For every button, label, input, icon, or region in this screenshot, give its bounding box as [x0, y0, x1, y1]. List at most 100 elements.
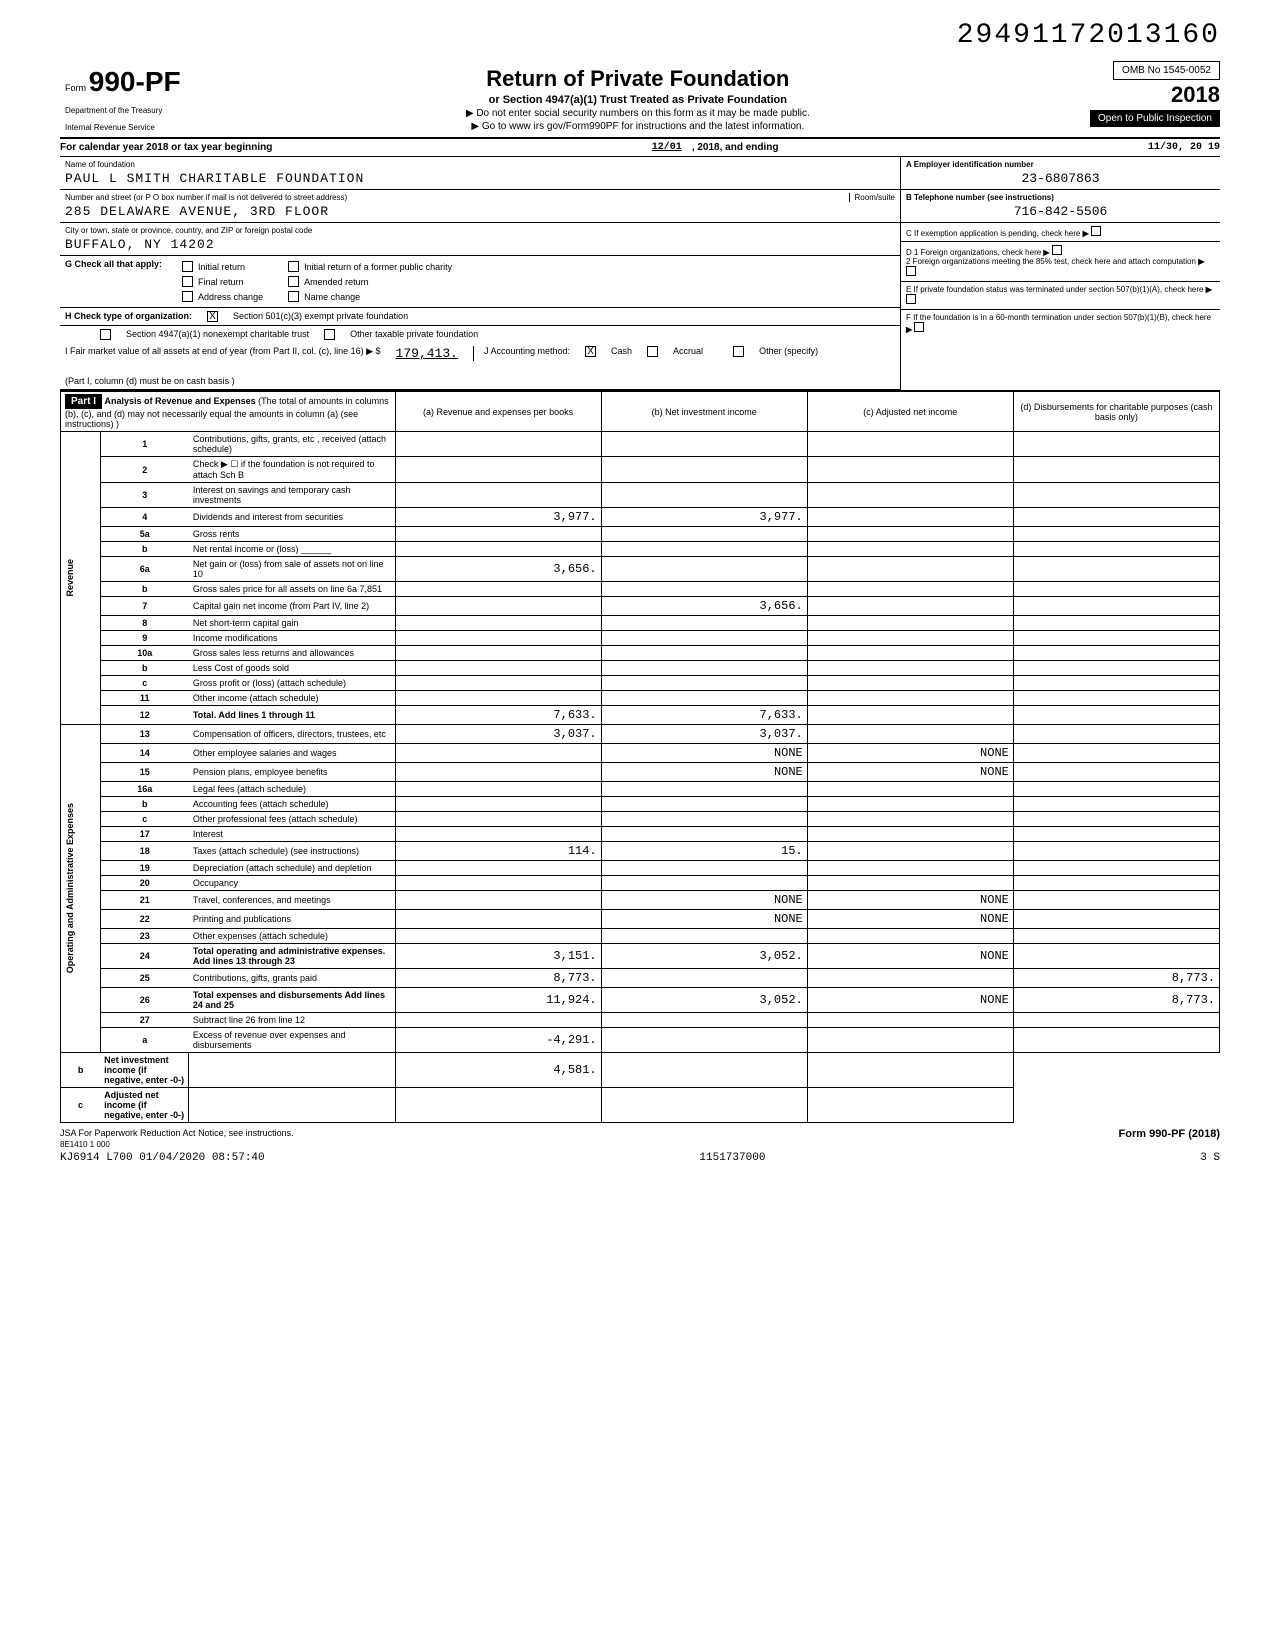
col-c-value — [807, 929, 1013, 944]
table-row: 12Total. Add lines 1 through 117,633.7,6… — [61, 706, 1220, 725]
col-a-value — [395, 616, 601, 631]
col-a-value: 3,977. — [395, 508, 601, 527]
col-b-value: 7,633. — [601, 706, 807, 725]
col-c-value — [807, 1013, 1013, 1028]
line-number: 18 — [100, 842, 189, 861]
col-b-value — [601, 646, 807, 661]
chk-amended[interactable] — [288, 276, 299, 287]
table-row: bLess Cost of goods sold — [61, 661, 1220, 676]
col-a-value — [395, 827, 601, 842]
fmv-value: 179,413. — [396, 346, 458, 361]
part1-title: Analysis of Revenue and Expenses — [105, 396, 256, 406]
city-label: City or town, state or province, country… — [65, 226, 895, 235]
room-suite-label: Room/suite — [849, 193, 895, 202]
main-title: Return of Private Foundation — [201, 66, 1075, 92]
chk-initial[interactable] — [182, 261, 193, 272]
col-b-value: 3,052. — [601, 988, 807, 1013]
col-c-value — [807, 676, 1013, 691]
line-number: 27 — [100, 1013, 189, 1028]
chk-final[interactable] — [182, 276, 193, 287]
h-checkboxes: H Check type of organization: Section 50… — [60, 308, 900, 326]
table-row: 25Contributions, gifts, grants paid8,773… — [61, 969, 1220, 988]
chk-other-tax[interactable] — [324, 329, 335, 340]
col-d-value — [1013, 876, 1219, 891]
col-b-value: NONE — [601, 744, 807, 763]
col-c-value — [807, 861, 1013, 876]
col-a-value — [395, 891, 601, 910]
col-a-value — [395, 929, 601, 944]
col-b-value — [601, 1028, 807, 1053]
line-number: b — [100, 582, 189, 597]
col-b-value: NONE — [601, 910, 807, 929]
line-description: Dividends and interest from securities — [189, 508, 395, 527]
chk-d2[interactable] — [906, 266, 916, 276]
col-a-value — [395, 876, 601, 891]
col-a-value — [395, 483, 601, 508]
line-number: 4 — [100, 508, 189, 527]
col-d-value — [1013, 706, 1219, 725]
line-description: Check ▶ ☐ if the foundation is not requi… — [189, 457, 395, 483]
col-c-value: NONE — [807, 910, 1013, 929]
table-row: 17Interest — [61, 827, 1220, 842]
col-a-value — [395, 797, 601, 812]
opt-4947: Section 4947(a)(1) nonexempt charitable … — [126, 329, 309, 340]
col-b-value: NONE — [601, 763, 807, 782]
chk-e[interactable] — [906, 294, 916, 304]
chk-501c3[interactable] — [207, 311, 218, 322]
dept-irs: Internal Revenue Service — [65, 123, 181, 132]
col-d-value — [1013, 782, 1219, 797]
right-header: OMB No 1545-0052 2018 Open to Public Ins… — [1090, 61, 1220, 127]
col-a-value — [395, 646, 601, 661]
chk-4947[interactable] — [100, 329, 111, 340]
col-b-value — [601, 827, 807, 842]
table-row: cAdjusted net income (if negative, enter… — [61, 1088, 1220, 1123]
col-d-value — [1013, 827, 1219, 842]
table-row: bNet investment income (if negative, ent… — [61, 1053, 1220, 1088]
chk-former[interactable] — [288, 261, 299, 272]
line-number: 5a — [100, 527, 189, 542]
table-row: bAccounting fees (attach schedule) — [61, 797, 1220, 812]
document-number: 29491172013160 — [60, 20, 1220, 51]
line-number: 16a — [100, 782, 189, 797]
col-c-value — [807, 582, 1013, 597]
opt-cash: Cash — [611, 346, 632, 361]
line-number: 3 — [100, 483, 189, 508]
line-description: Other expenses (attach schedule) — [189, 929, 395, 944]
opt-initial: Initial return — [198, 262, 245, 272]
line-number: 11 — [100, 691, 189, 706]
chk-cash[interactable] — [585, 346, 596, 357]
chk-accrual[interactable] — [647, 346, 658, 357]
form-word: Form — [65, 83, 86, 93]
table-row: 7Capital gain net income (from Part IV, … — [61, 597, 1220, 616]
f-row: F If the foundation is in a 60-month ter… — [901, 310, 1220, 337]
line-description: Interest on savings and temporary cash i… — [189, 483, 395, 508]
line-description: Other employee salaries and wages — [189, 744, 395, 763]
chk-other-method[interactable] — [733, 346, 744, 357]
d2-label: 2 Foreign organizations meeting the 85% … — [906, 257, 1196, 266]
col-d-value — [1013, 527, 1219, 542]
col-a-value — [189, 1053, 395, 1088]
col-a-value — [395, 542, 601, 557]
col-d-value — [1013, 432, 1219, 457]
chk-f[interactable] — [914, 322, 924, 332]
chk-c[interactable] — [1091, 226, 1101, 236]
omb-number: OMB No 1545-0052 — [1113, 61, 1220, 80]
col-a-value — [395, 1013, 601, 1028]
e-row: E If private foundation status was termi… — [901, 282, 1220, 310]
instruction-1: ▶ Do not enter social security numbers o… — [201, 108, 1075, 119]
col-d-value: 8,773. — [1013, 969, 1219, 988]
tax-year: 2018 — [1171, 82, 1220, 108]
col-d-header: (d) Disbursements for charitable purpose… — [1013, 392, 1219, 432]
chk-namechange[interactable] — [288, 291, 299, 302]
line-number: 19 — [100, 861, 189, 876]
chk-d1[interactable] — [1052, 245, 1062, 255]
line-description: Gross sales less returns and allowances — [189, 646, 395, 661]
col-a-value — [395, 527, 601, 542]
chk-address[interactable] — [182, 291, 193, 302]
col-b-value — [395, 1088, 601, 1123]
col-c-value — [807, 842, 1013, 861]
table-row: 6aNet gain or (loss) from sale of assets… — [61, 557, 1220, 582]
col-c-value: NONE — [807, 944, 1013, 969]
col-d-value — [1013, 631, 1219, 646]
batch-seq: 3 S — [1200, 1152, 1220, 1164]
